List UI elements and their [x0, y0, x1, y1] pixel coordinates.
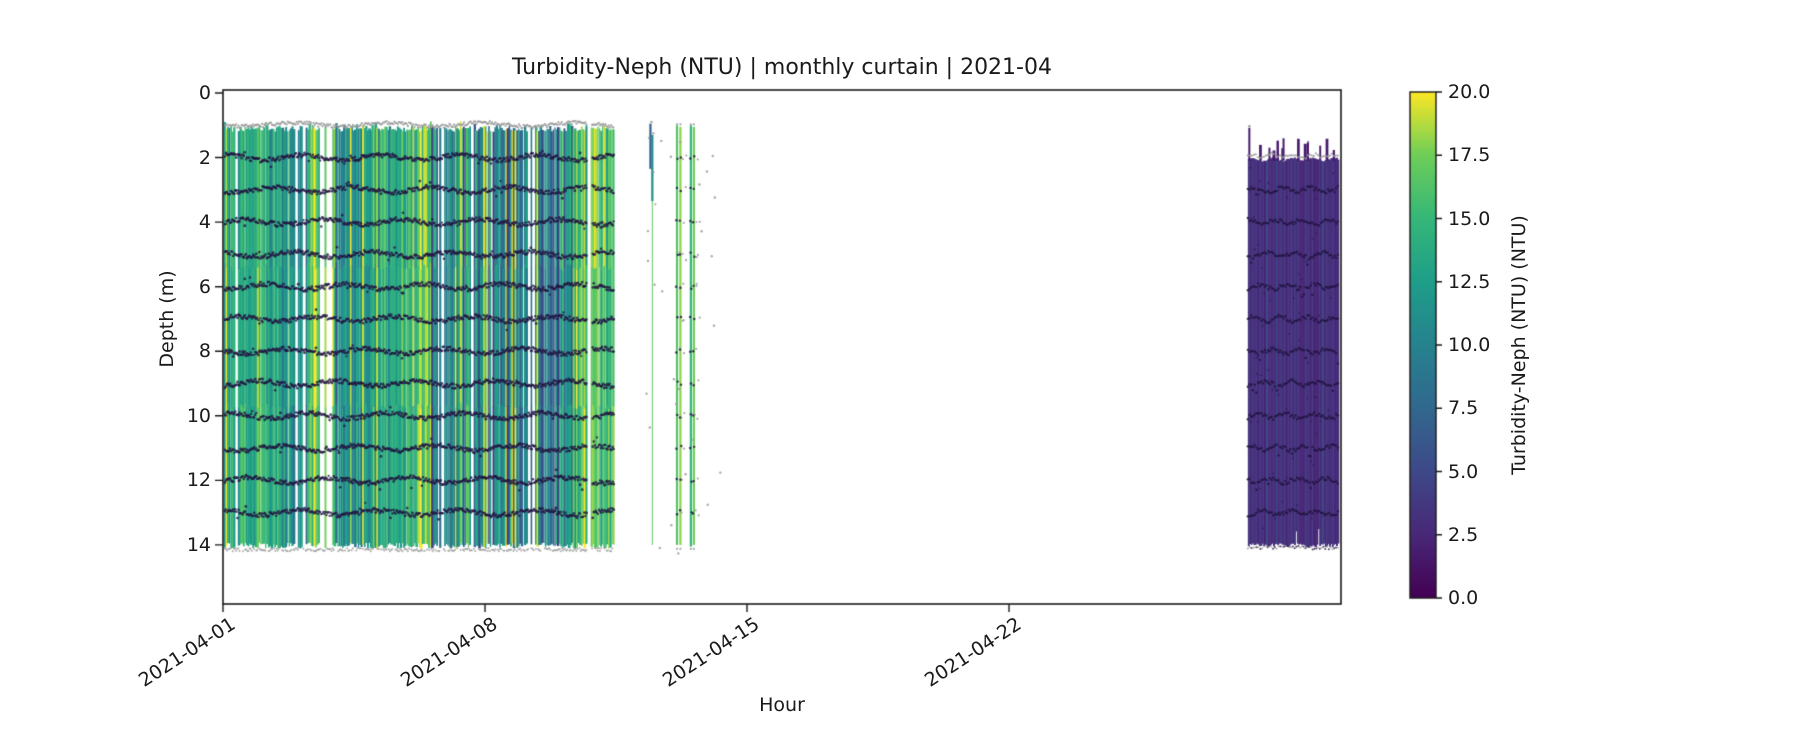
- colorbar-tick-label-8: 20.0: [1448, 81, 1491, 103]
- y-tick-label-2: 4: [198, 211, 211, 234]
- colorbar-tick-label-6: 15.0: [1448, 207, 1491, 230]
- colorbar-tick-label-4: 10.0: [1448, 334, 1491, 356]
- y-tick-label-0: 0: [198, 82, 211, 104]
- y-tick-label-1: 2: [198, 146, 211, 169]
- y-tick-label-7: 14: [186, 533, 211, 556]
- colorbar-tick-label-2: 5.0: [1448, 460, 1479, 483]
- colorbar-tick-label-3: 7.5: [1448, 397, 1479, 420]
- colorbar-label: Turbidity-Neph (NTU) (NTU): [1508, 215, 1530, 475]
- x-axis-label: Hour: [759, 694, 805, 716]
- colorbar-tick-label-0: 0.0: [1448, 587, 1479, 609]
- plot-title: Turbidity-Neph (NTU) | monthly curtain |…: [512, 55, 1052, 80]
- y-tick-label-5: 10: [186, 404, 211, 427]
- colorbar-tick-label-7: 17.5: [1448, 144, 1491, 167]
- y-axis-label: Depth (m): [156, 270, 178, 368]
- colorbar-tick-label-5: 12.5: [1448, 270, 1491, 293]
- y-tick-label-6: 12: [186, 469, 211, 492]
- y-tick-label-4: 8: [198, 340, 211, 363]
- colorbar-tick-label-1: 2.5: [1448, 523, 1479, 546]
- y-tick-label-3: 6: [198, 275, 211, 298]
